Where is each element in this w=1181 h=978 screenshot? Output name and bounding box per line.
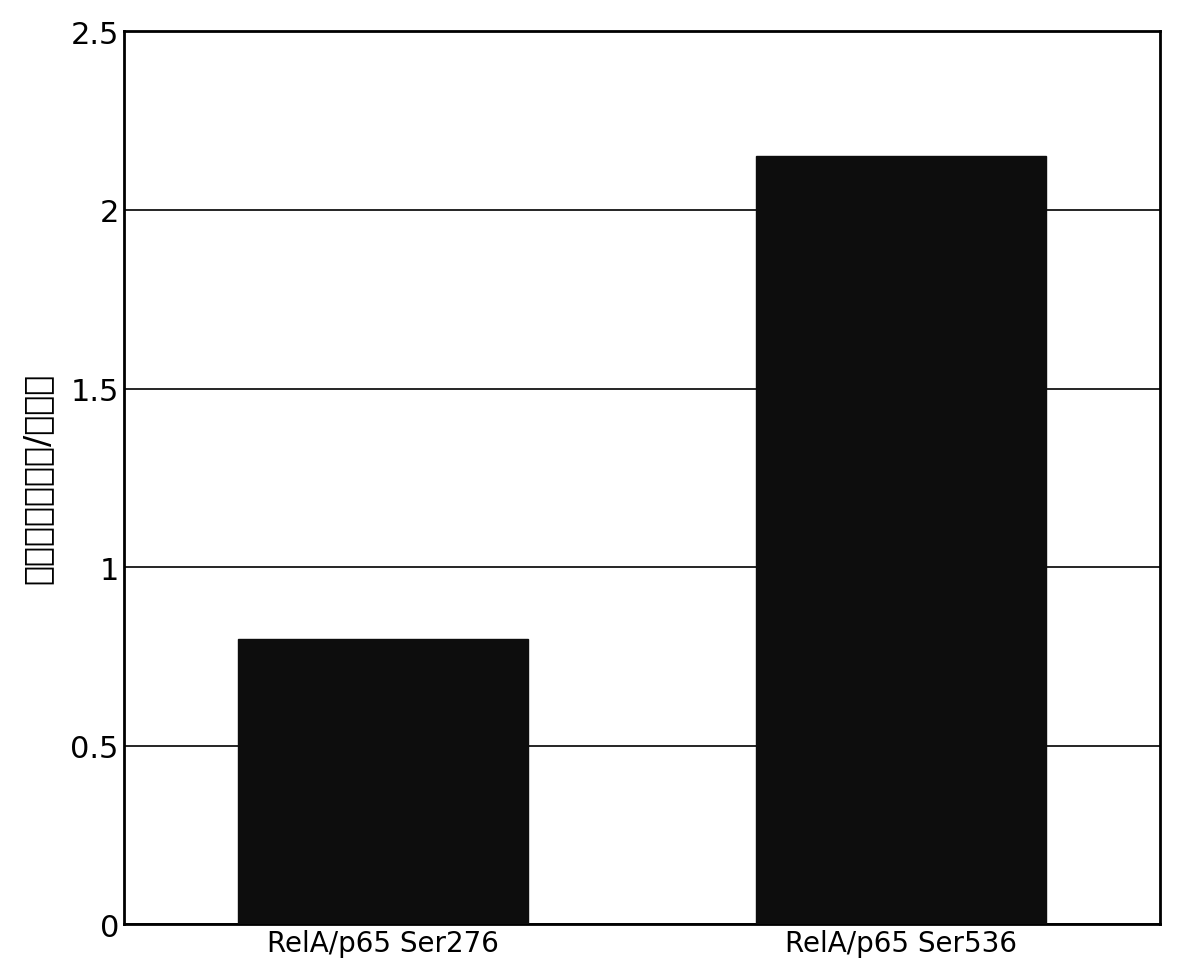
Y-axis label: 相对水平（肿瘾/正常）: 相对水平（肿瘾/正常）: [21, 373, 54, 584]
Bar: [756, 157, 1046, 924]
Bar: [237, 639, 528, 924]
